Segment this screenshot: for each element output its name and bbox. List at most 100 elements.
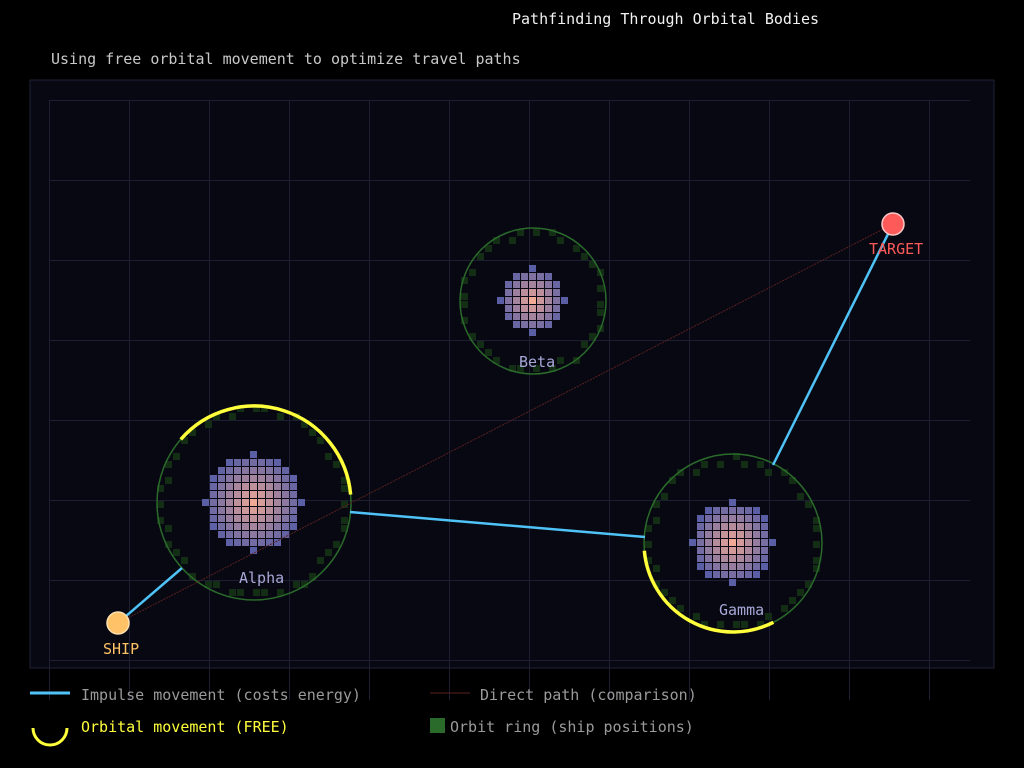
planet-cell-alpha — [218, 515, 225, 522]
planet-cell-alpha — [282, 491, 289, 498]
planet-cell-alpha — [290, 499, 297, 506]
planet-cell-alpha — [234, 467, 241, 474]
planet-cell-beta — [521, 281, 528, 288]
orbit-ring-position-gamma — [653, 517, 660, 524]
orbit-ring-position-gamma — [781, 469, 788, 476]
planet-cell-beta — [553, 289, 560, 296]
orbit-ring-position-beta — [597, 309, 604, 316]
orbit-ring-position-gamma — [813, 541, 820, 548]
planet-cell-gamma — [713, 507, 720, 514]
planet-cell-alpha — [218, 531, 225, 538]
planet-cell-alpha — [234, 475, 241, 482]
planet-cell-beta — [529, 321, 536, 328]
planet-cell-alpha — [274, 491, 281, 498]
orbit-ring-position-alpha — [317, 437, 324, 444]
planet-cell-alpha — [282, 523, 289, 530]
orbit-ring-position-alpha — [309, 429, 316, 436]
planet-cell-gamma — [721, 555, 728, 562]
planet-cell-alpha — [218, 491, 225, 498]
planet-cell-gamma — [721, 539, 728, 546]
orbit-ring-position-beta — [581, 253, 588, 260]
planet-cell-alpha — [266, 539, 273, 546]
planet-cell-gamma — [713, 547, 720, 554]
orbit-ring-position-beta — [517, 365, 524, 372]
orbit-ring-position-beta — [589, 261, 596, 268]
planet-cell-alpha — [266, 531, 273, 538]
planet-cell-alpha — [258, 459, 265, 466]
planet-cell-beta — [537, 281, 544, 288]
orbit-ring-position-gamma — [677, 469, 684, 476]
planet-cell-beta — [537, 321, 544, 328]
planet-cell-alpha — [282, 475, 289, 482]
planet-cell-alpha — [234, 523, 241, 530]
orbit-ring-position-beta — [549, 365, 556, 372]
orbit-ring-position-gamma — [661, 589, 668, 596]
planet-label-gamma: Gamma — [719, 601, 765, 619]
planet-cell-gamma — [761, 515, 768, 522]
planet-cell-alpha — [226, 515, 233, 522]
planet-cell-alpha — [218, 523, 225, 530]
planet-cell-alpha — [218, 475, 225, 482]
planet-cell-alpha — [250, 483, 257, 490]
planet-cell-gamma — [705, 523, 712, 530]
orbit-ring-position-alpha — [213, 413, 220, 420]
orbit-ring-position-beta — [549, 229, 556, 236]
planet-cell-alpha — [210, 507, 217, 514]
planet-cell-gamma — [745, 539, 752, 546]
planet-cell-beta — [521, 305, 528, 312]
planet-cell-gamma — [721, 547, 728, 554]
orbit-ring-position-gamma — [653, 581, 660, 588]
planet-cell-beta — [529, 265, 536, 272]
planet-cell-gamma — [753, 515, 760, 522]
orbit-ring-position-alpha — [205, 421, 212, 428]
orbit-ring-position-beta — [469, 333, 476, 340]
planet-cell-alpha — [274, 531, 281, 538]
planet-cell-alpha — [274, 539, 281, 546]
planet-cell-alpha — [274, 507, 281, 514]
planet-cell-gamma — [705, 563, 712, 570]
planet-cell-alpha — [250, 451, 257, 458]
planet-cell-beta — [513, 305, 520, 312]
planet-cell-alpha — [258, 475, 265, 482]
planet-cell-gamma — [697, 539, 704, 546]
planet-cell-beta — [553, 281, 560, 288]
planet-cell-alpha — [274, 515, 281, 522]
planet-cell-beta — [505, 297, 512, 304]
planet-cell-gamma — [737, 571, 744, 578]
orbit-ring-position-beta — [469, 269, 476, 276]
planet-cell-gamma — [697, 531, 704, 538]
planet-cell-alpha — [242, 491, 249, 498]
planet-cell-gamma — [745, 547, 752, 554]
orbit-ring-position-gamma — [757, 461, 764, 468]
direct-path-line — [117, 223, 894, 624]
orbit-ring-position-gamma — [805, 501, 812, 508]
planet-cell-gamma — [753, 507, 760, 514]
orbit-ring-position-beta — [461, 317, 468, 324]
orbit-ring-position-beta — [533, 365, 540, 372]
planet-cell-gamma — [745, 571, 752, 578]
planet-cell-gamma — [761, 555, 768, 562]
impulse-path-segment — [117, 567, 183, 624]
planet-cell-alpha — [290, 507, 297, 514]
planet-cell-alpha — [226, 475, 233, 482]
planet-cell-alpha — [210, 515, 217, 522]
planet-cell-alpha — [258, 483, 265, 490]
orbit-ring-position-alpha — [261, 405, 268, 412]
ship-marker — [106, 611, 130, 635]
planet-cell-alpha — [282, 515, 289, 522]
planet-cell-alpha — [242, 515, 249, 522]
orbit-ring-position-alpha — [157, 517, 164, 524]
planet-cell-alpha — [234, 483, 241, 490]
planet-cell-gamma — [761, 531, 768, 538]
orbit-ring-position-gamma — [813, 557, 820, 564]
planet-cell-beta — [545, 289, 552, 296]
planet-cell-gamma — [745, 515, 752, 522]
orbital-arc-alpha — [179, 404, 353, 495]
planet-cell-gamma — [705, 507, 712, 514]
orbit-ring-position-alpha — [165, 541, 172, 548]
target-marker — [881, 212, 905, 236]
legend-direct-label: Direct path (comparison) — [480, 686, 697, 704]
planet-cell-gamma — [745, 523, 752, 530]
orbit-ring-position-alpha — [341, 485, 348, 492]
